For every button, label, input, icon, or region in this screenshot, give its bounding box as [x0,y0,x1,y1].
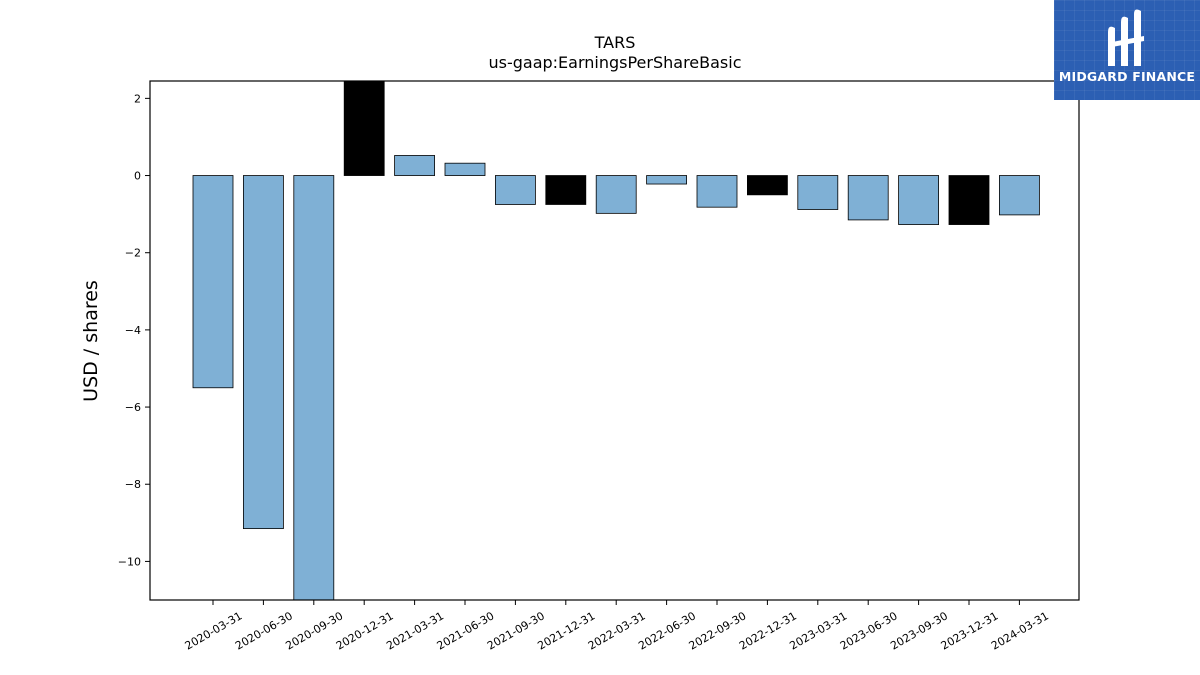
logo-text: MIDGARD FINANCE [1058,69,1196,84]
y-tick-label: −10 [118,555,141,568]
bar-2021-09-30 [494,175,536,205]
bars-group [192,80,1040,601]
bar-2021-12-31 [545,175,587,205]
y-tick-label: −2 [125,247,141,260]
bar-2022-12-31 [747,175,788,196]
bar-2021-03-31 [394,155,436,176]
bar-2020-12-31 [343,80,385,176]
bar-2022-09-30 [696,175,738,208]
y-tick-label: −6 [125,401,141,414]
bar-2022-06-30 [646,175,687,185]
y-tick-label: −4 [125,324,141,337]
y-tick-label: 0 [134,170,141,183]
x-axis: 2020-03-312020-06-302020-09-302020-12-31… [183,600,1051,653]
chart-title: TARS [594,33,636,52]
bar-2023-06-30 [847,175,889,221]
bar-2023-09-30 [898,175,939,225]
chart-subtitle: us-gaap:EarningsPerShareBasic [488,53,741,72]
y-tick-label: −8 [125,478,141,491]
midgard-finance-logo: MIDGARD FINANCE [1054,0,1200,100]
bar-2022-03-31 [595,175,637,214]
bar-2023-03-31 [797,175,839,210]
y-axis-label: USD / shares [80,280,102,402]
y-axis: 2 0 −2 −4 −6 −8 −10 [118,92,150,568]
x-tick-label: 2024-03-31 [989,609,1051,652]
bar-2024-03-31 [999,175,1040,216]
bar-2020-03-31 [192,175,234,389]
midgard-m-icon [1108,9,1144,67]
bar-2021-06-30 [444,162,486,176]
bar-2020-06-30 [242,175,284,530]
y-tick-label: 2 [134,92,141,105]
plot-frame [149,80,1080,601]
bar-2020-09-30 [293,175,335,601]
bar-2023-12-31 [948,175,990,225]
